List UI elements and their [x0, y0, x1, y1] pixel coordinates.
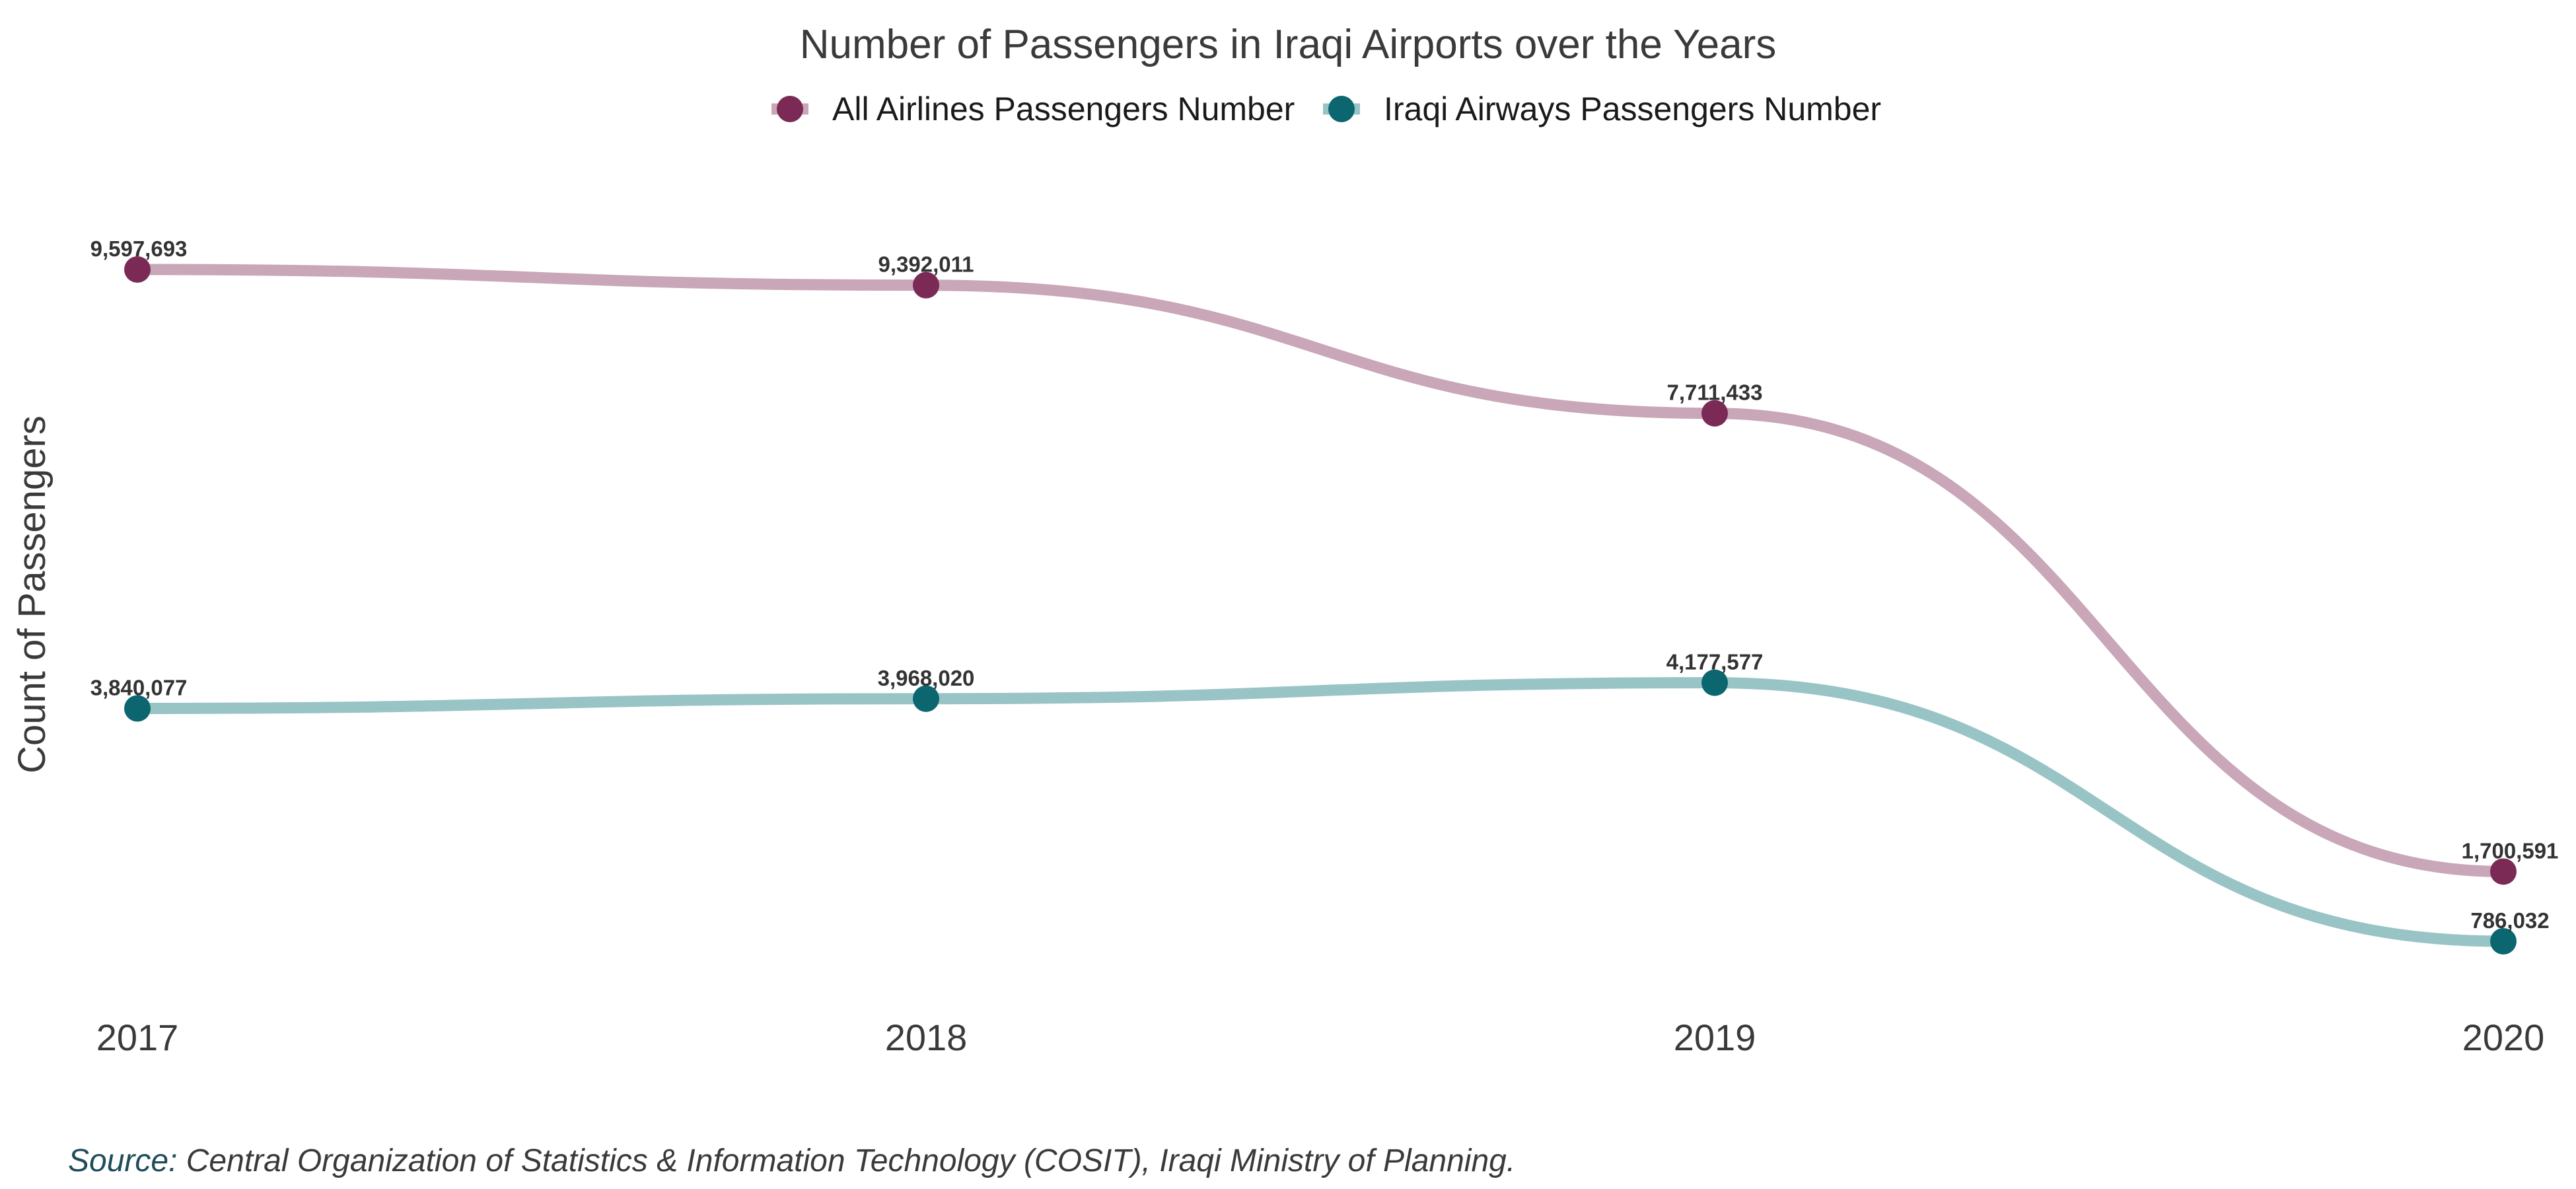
source-prefix: Source:	[68, 1143, 177, 1178]
data-point-1-0	[124, 695, 151, 722]
source-text: Central Organization of Statistics & Inf…	[177, 1143, 1515, 1178]
data-labels: 9,597,693 9,392,011 7,711,433 1,700,591 3,84…	[90, 236, 2559, 933]
series-points	[124, 256, 2517, 955]
series-line-0	[131, 264, 2509, 877]
data-point-1-3	[2490, 928, 2517, 955]
chart-title: Number of Passengers in Iraqi Airports o…	[800, 22, 1776, 67]
data-label-0-2: 7,711,433	[1667, 380, 1763, 405]
legend-label-1: Iraqi Airways Passengers Number	[1384, 90, 1881, 127]
data-point-0-1	[913, 271, 939, 299]
data-point-0-0	[124, 256, 151, 283]
data-label-0-3: 1,700,591	[2462, 838, 2559, 863]
data-label-0-1: 9,392,011	[878, 252, 974, 277]
data-point-0-3	[2490, 858, 2517, 885]
data-point-1-2	[1701, 669, 1728, 696]
data-point-0-2	[1701, 400, 1728, 427]
data-label-1-1: 3,968,020	[878, 666, 975, 690]
legend-key-point-0	[777, 96, 803, 122]
data-label-1-0: 3,840,077	[90, 676, 188, 700]
source-note: Source: Central Organization of Statisti…	[68, 1143, 1515, 1178]
legend-label-0: All Airlines Passengers Number	[832, 90, 1295, 127]
data-label-1-2: 4,177,577	[1666, 650, 1764, 674]
legend: All Airlines Passengers Number Iraqi Airw…	[771, 90, 1881, 127]
data-label-0-0: 9,597,693	[90, 236, 188, 261]
x-tick-label-2: 2019	[1674, 1017, 1756, 1058]
data-point-1-1	[913, 685, 939, 712]
legend-key-point-1	[1328, 96, 1355, 122]
x-tick-label-3: 2020	[2462, 1017, 2545, 1058]
x-tick-label-1: 2018	[885, 1017, 968, 1058]
x-axis-ticks: 2017 2018 2019 2020	[96, 1017, 2545, 1058]
data-label-1-3: 786,032	[2470, 908, 2549, 933]
y-axis-label: Count of Passengers	[11, 415, 54, 774]
x-tick-label-0: 2017	[96, 1017, 179, 1058]
series-lines	[131, 264, 2509, 947]
series-line-1	[131, 677, 2509, 947]
